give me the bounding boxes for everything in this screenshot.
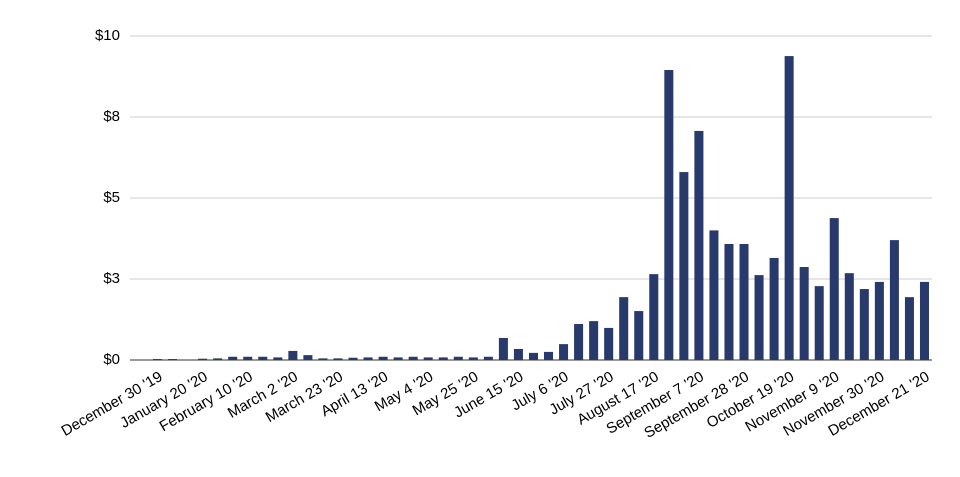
y-tick-label: $0: [103, 351, 120, 368]
bar: [198, 358, 208, 360]
bar: [468, 357, 478, 360]
bar: [168, 359, 178, 360]
bar: [544, 351, 554, 360]
bar: [919, 281, 929, 360]
bar: [438, 357, 448, 360]
bar: [333, 358, 343, 360]
y-tick-label: $10: [95, 27, 120, 44]
y-tick-label: $8: [103, 108, 120, 125]
bar: [574, 324, 584, 360]
y-tick-label: $3: [103, 270, 120, 287]
bar: [243, 356, 253, 360]
bar: [799, 267, 809, 360]
bar: [739, 244, 749, 360]
bar: [619, 297, 629, 360]
bar: [213, 358, 223, 360]
bar: [709, 230, 719, 360]
bar: [393, 357, 403, 360]
bar: [589, 321, 599, 360]
bar: [153, 359, 163, 360]
bar: [829, 218, 839, 360]
bar: [664, 70, 674, 361]
bar: [844, 273, 854, 360]
bar: [769, 257, 779, 360]
bar: [754, 275, 764, 360]
bar: [453, 356, 463, 360]
bar: [318, 358, 328, 360]
bar: [528, 352, 538, 360]
bar: [363, 357, 373, 360]
y-tick-label: $5: [103, 189, 120, 206]
bar: [889, 240, 899, 360]
bar: [649, 274, 659, 360]
bar: [634, 311, 644, 360]
bar: [904, 297, 914, 360]
bar: [784, 56, 794, 360]
bar: [694, 130, 704, 360]
bar: [378, 356, 388, 360]
bar: [258, 356, 268, 360]
bar: [814, 286, 824, 360]
bar: [679, 172, 689, 360]
bar: [348, 357, 358, 360]
bar: [498, 337, 508, 360]
bar: [604, 327, 614, 360]
bar: [724, 244, 734, 360]
bar: [859, 289, 869, 360]
bar: [513, 348, 523, 360]
bar: [483, 356, 493, 360]
bar: [288, 350, 298, 360]
bar: [303, 355, 313, 360]
bar: [874, 281, 884, 360]
bar: [273, 357, 283, 360]
bar: [423, 357, 433, 360]
bar: [408, 356, 418, 360]
bar: [559, 344, 569, 360]
bar: [228, 356, 238, 360]
